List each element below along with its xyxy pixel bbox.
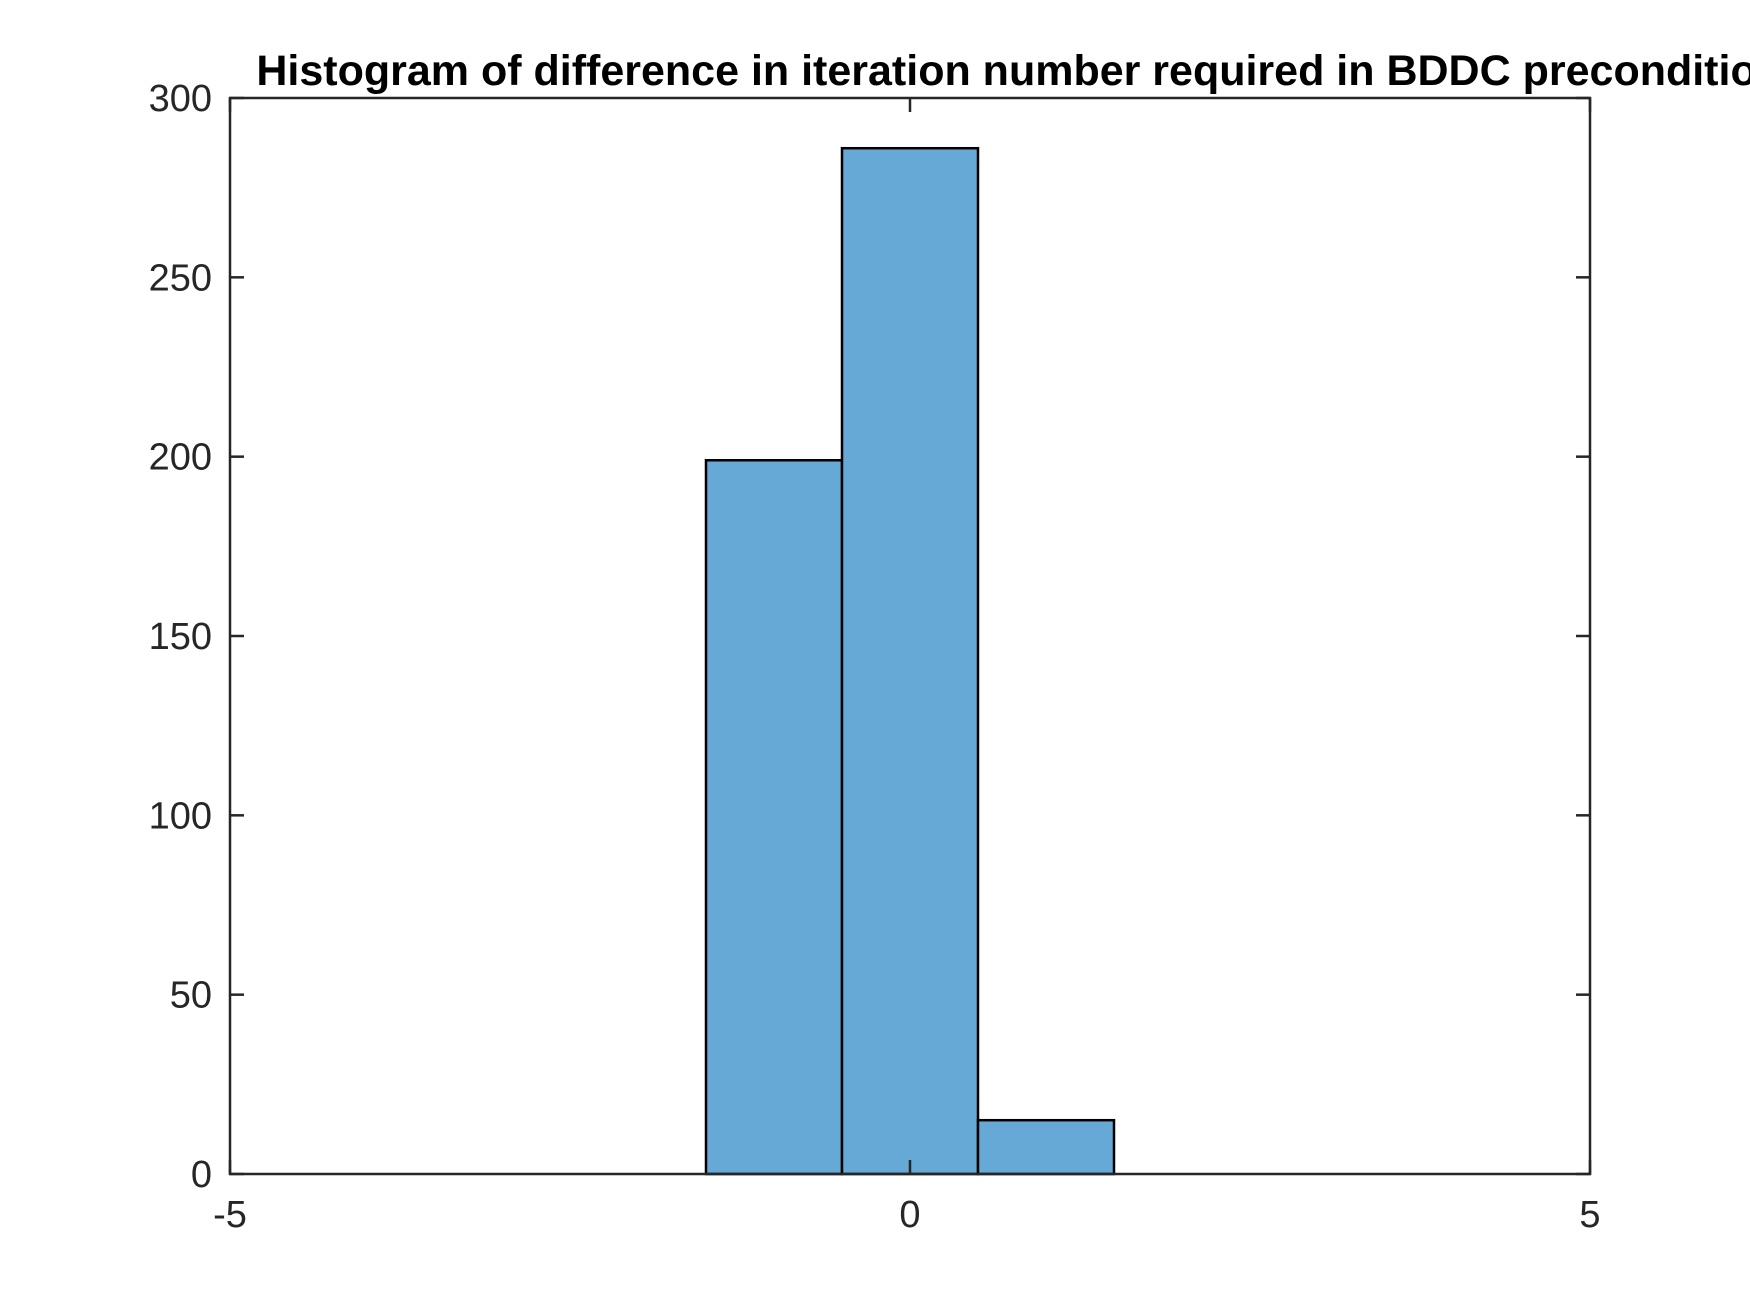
chart-title: Histogram of difference in iteration num…: [256, 47, 1750, 95]
y-tick-label: 300: [149, 78, 212, 120]
y-tick-label: 250: [149, 257, 212, 299]
histogram-bar: [976, 1118, 1116, 1176]
x-tick-label: -5: [213, 1194, 247, 1236]
y-tick-label: 200: [149, 437, 212, 479]
x-tick-label: 0: [899, 1194, 920, 1236]
bars-layer: [704, 146, 1116, 1176]
x-tick-label: 5: [1579, 1194, 1600, 1236]
y-tick-label: 150: [149, 616, 212, 658]
y-tick-label: 100: [149, 795, 212, 837]
histogram-bar: [704, 459, 844, 1176]
y-tick-label: 50: [170, 975, 212, 1017]
histogram-bar: [840, 146, 980, 1176]
y-tick-label: 0: [191, 1154, 212, 1196]
